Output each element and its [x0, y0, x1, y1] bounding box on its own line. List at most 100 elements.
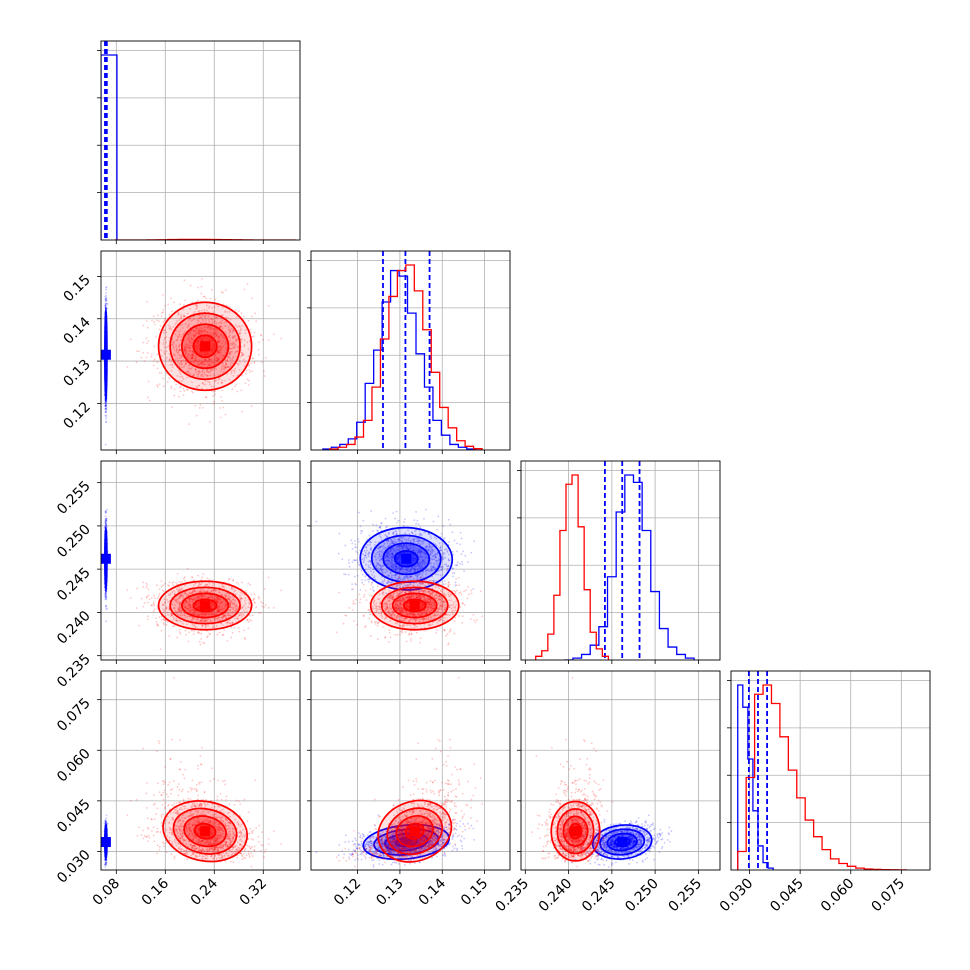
red-point	[182, 314, 185, 317]
red-point	[211, 322, 214, 325]
red-point	[228, 324, 231, 326]
blue-point	[105, 414, 108, 417]
red-point	[218, 340, 221, 343]
red-point	[211, 361, 214, 364]
red-point	[182, 359, 185, 362]
red-point	[190, 357, 193, 360]
red-point	[176, 375, 179, 377]
blue-point	[105, 286, 107, 289]
red-point	[168, 581, 171, 584]
red-point	[214, 298, 217, 301]
red-point	[210, 358, 213, 361]
red-point	[224, 338, 227, 340]
red-point	[233, 603, 236, 606]
red-point	[188, 346, 191, 349]
red-point	[241, 410, 244, 413]
red-point	[210, 368, 213, 371]
red-point	[153, 323, 156, 326]
red-point	[241, 374, 244, 377]
red-point	[217, 340, 220, 343]
red-point	[187, 353, 190, 356]
red-point	[218, 338, 221, 340]
red-point	[180, 359, 183, 362]
red-point	[258, 341, 261, 344]
red-point	[179, 349, 182, 352]
red-point	[194, 355, 197, 357]
red-point	[193, 373, 195, 376]
red-point	[153, 604, 156, 607]
red-point	[222, 406, 225, 409]
red-point	[244, 638, 247, 640]
red-point	[174, 333, 177, 336]
red-point	[156, 384, 158, 387]
red-point	[189, 341, 192, 344]
red-point	[225, 325, 227, 328]
red-point	[240, 354, 243, 357]
red-point	[209, 358, 211, 361]
red-point	[198, 632, 201, 634]
red-point	[187, 324, 190, 326]
red-point	[224, 330, 227, 333]
red-point	[164, 317, 166, 320]
red-point	[218, 349, 221, 352]
red-point	[218, 345, 220, 348]
red-point	[197, 320, 200, 322]
red-point	[227, 365, 230, 368]
red-point	[179, 385, 182, 388]
red-point	[251, 357, 254, 360]
red-point	[166, 380, 169, 383]
red-point	[244, 589, 247, 592]
blue-point	[105, 620, 107, 623]
red-point	[176, 602, 179, 605]
red-point	[143, 602, 146, 605]
blue-point	[105, 525, 108, 528]
red-point	[178, 343, 181, 346]
red-point	[190, 320, 193, 322]
red-point	[226, 598, 229, 600]
red-point	[218, 341, 221, 343]
red-point	[251, 370, 254, 373]
red-point	[235, 608, 238, 611]
red-point	[228, 340, 231, 343]
red-point	[243, 629, 246, 632]
red-point	[229, 352, 231, 355]
red-point	[216, 331, 219, 334]
red-point	[160, 355, 163, 357]
red-point	[197, 574, 200, 577]
blue-point	[105, 519, 108, 522]
red-point	[238, 325, 240, 327]
red-point	[238, 359, 241, 362]
red-point	[246, 283, 249, 285]
red-point	[197, 333, 200, 336]
blue-point	[105, 302, 108, 305]
red-point	[165, 335, 168, 338]
red-point	[241, 324, 244, 327]
blue-point	[105, 410, 107, 413]
blue-point	[105, 292, 108, 294]
y-tick-label: 0.12	[60, 399, 93, 432]
red-point	[219, 351, 222, 354]
red-point	[185, 371, 188, 373]
red-point	[252, 335, 255, 338]
red-point	[179, 375, 181, 378]
red-point	[185, 362, 188, 365]
red-point	[190, 337, 193, 340]
red-point	[180, 375, 183, 378]
red-point	[160, 311, 163, 314]
red-point	[179, 614, 181, 617]
red-point	[181, 323, 184, 326]
red-point	[189, 615, 191, 618]
red-point	[185, 352, 188, 355]
red-point	[173, 617, 176, 620]
red-point	[241, 581, 243, 584]
red-point	[229, 600, 232, 603]
red-point	[238, 630, 241, 633]
red-point	[194, 333, 197, 336]
red-point	[214, 390, 217, 393]
blue-point	[104, 521, 107, 524]
blue-point	[104, 294, 107, 297]
red-point	[230, 372, 233, 375]
red-point	[192, 354, 195, 356]
blue-point	[105, 407, 107, 410]
red-point	[147, 594, 150, 597]
